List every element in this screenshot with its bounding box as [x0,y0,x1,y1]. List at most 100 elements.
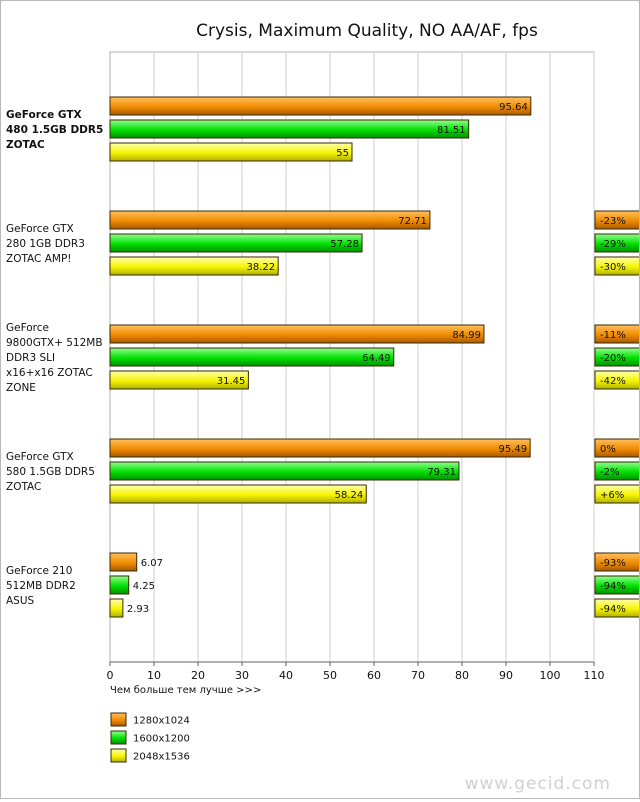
category-label: GeForce GTX [6,451,74,463]
bar-value-label: 95.64 [499,102,528,113]
x-tick-label: 20 [191,669,205,682]
category-label: 280 1GB DDR3 [6,238,85,250]
category-label: ZOTAC AMP! [6,253,72,265]
x-tick-label: 50 [323,669,337,682]
bar-2048x1536 [109,142,353,162]
bar-value-label: 6.07 [141,558,163,569]
bar-value-label: 81.51 [437,125,466,136]
category-label: ZOTAC [6,481,41,493]
x-tick-label: 40 [279,669,293,682]
category-label: 512MB DDR2 [6,580,76,592]
diff-label: -23% [600,216,626,227]
category-label: DDR3 SLI [6,352,55,364]
diff-bar [594,484,640,504]
bar-1600x1200 [109,119,470,139]
legend-label: 2048x1536 [133,752,190,763]
diff-label: -93% [600,558,626,569]
bar-value-label: 31.45 [217,376,246,387]
bar-1280x1024 [109,96,532,116]
x-tick-label: 10 [147,669,161,682]
bar-1600x1200 [109,575,130,595]
category-label: ZONE [6,382,36,394]
category-label: GeForce GTX [6,223,74,235]
category-label: ASUS [6,595,35,607]
x-tick-label: 80 [455,669,469,682]
bar-1600x1200 [109,461,460,481]
diff-bar [594,324,640,344]
bar-2048x1536 [109,598,124,618]
x-axis: 0 10 20 30 40 50 60 70 80 90 100 110 [107,661,605,682]
legend: 1280x1024 1600x1200 2048x1536 [110,712,190,763]
diff-bar [594,461,640,481]
category-label: x16+x16 ZOTAC [6,367,93,379]
diff-bar [594,438,640,458]
diff-label: -94% [600,581,626,592]
diff-bar [594,256,640,276]
x-tick-label: 70 [411,669,425,682]
category-group: GeForce GTX 580 1.5GB DDR5 ZOTAC 95.49 0% 79.… [6,438,640,504]
category-label: GeForce [6,322,49,334]
bar-value-label: 72.71 [398,216,427,227]
category-group: GeForce GTX 280 1GB DDR3 ZOTAC AMP! 72.71 -2… [6,210,640,276]
category-label: GeForce GTX [6,109,82,121]
legend-swatch [110,712,127,727]
category-label: ZOTAC [6,139,45,151]
category-label: 580 1.5GB DDR5 [6,466,95,478]
diff-label: -94% [600,604,626,615]
x-tick-label: 90 [499,669,513,682]
bar-value-label: 84.99 [452,330,481,341]
x-tick-label: 30 [235,669,249,682]
x-axis-label: Чем больше тем лучше >>> [110,685,261,696]
bar-value-label: 79.31 [427,467,456,478]
diff-label: -29% [600,239,626,250]
x-tick-label: 100 [540,669,561,682]
bar-value-label: 55 [336,148,349,159]
bar-2048x1536 [109,256,279,276]
bar-2048x1536 [109,370,249,390]
bar-1600x1200 [109,233,363,253]
diff-label: +6% [600,490,624,501]
bar-1280x1024 [109,324,485,344]
legend-swatch [110,730,127,745]
bar-value-label: 38.22 [247,262,276,273]
diff-bar [594,598,640,618]
diff-bar [594,370,640,390]
category-group: GeForce 9800GTX+ 512MB DDR3 SLI x16+x16 ZOT… [6,322,640,394]
bar-value-label: 64.49 [362,353,391,364]
legend-swatch [110,748,127,763]
bar-1280x1024 [109,438,531,458]
diff-bar [594,210,640,230]
diff-bar [594,233,640,253]
legend-label: 1600x1200 [133,734,190,745]
legend-label: 1280x1024 [133,716,190,727]
x-tick-label: 60 [367,669,381,682]
diff-label: -42% [600,376,626,387]
category-group: GeForce 210 512MB DDR2 ASUS 6.07 -93% 4.25 -94… [6,552,640,618]
chart-title: Crysis, Maximum Quality, NO AA/AF, fps [196,21,538,41]
diff-label: 0% [600,444,616,455]
x-tick-label: 110 [584,669,605,682]
x-tick-label: 0 [107,669,114,682]
diff-label: -20% [600,353,626,364]
diff-label: -30% [600,262,626,273]
category-label: 9800GTX+ 512MB [6,337,103,349]
diff-bar [594,575,640,595]
bar-value-label: 57.28 [330,239,359,250]
bars-layer: GeForce GTX 480 1.5GB DDR5 ZOTAC 95.64 81.51… [6,96,640,618]
bar-1280x1024 [109,210,431,230]
category-label: 480 1.5GB DDR5 [6,124,103,136]
bar-2048x1536 [109,484,367,504]
bar-value-label: 95.49 [499,444,528,455]
bar-value-label: 4.25 [133,581,155,592]
bar-value-label: 2.93 [127,604,149,615]
diff-label: -11% [600,330,626,341]
diff-bar [594,347,640,367]
watermark: www.gecid.com [465,774,611,794]
diff-bar [594,552,640,572]
bar-1280x1024 [109,552,138,572]
bar-1600x1200 [109,347,395,367]
bar-value-label: 58.24 [335,490,364,501]
category-group: GeForce GTX 480 1.5GB DDR5 ZOTAC 95.64 81.51… [6,96,532,162]
